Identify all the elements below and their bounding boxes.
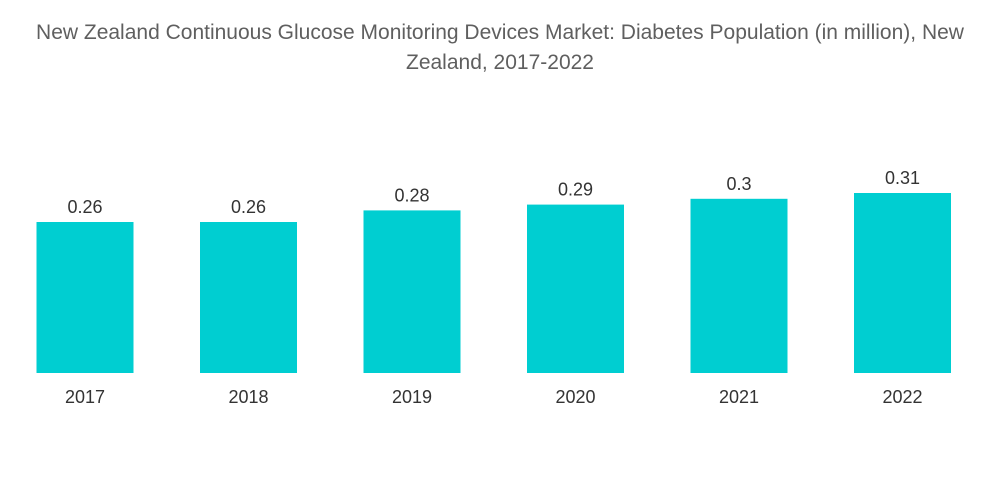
- bar-2021: [690, 198, 788, 373]
- bar-2022: [854, 193, 951, 373]
- data-label-2017: 0.26: [67, 197, 102, 217]
- bar-2019: [363, 210, 461, 373]
- x-tick-2018: 2018: [228, 387, 268, 407]
- data-label-2022: 0.31: [885, 168, 920, 188]
- bar-group: [36, 193, 951, 373]
- data-label-2019: 0.28: [394, 185, 429, 205]
- bar-2020: [527, 204, 624, 373]
- chart-title: New Zealand Continuous Glucose Monitorin…: [36, 21, 964, 74]
- x-tick-2020: 2020: [555, 387, 595, 407]
- x-axis-ticks: 2017 2018 2019 2020 2021 2022: [65, 387, 923, 407]
- data-label-2020: 0.29: [558, 180, 593, 200]
- data-label-group: 0.26 0.26 0.28 0.29 0.3 0.31: [67, 168, 920, 217]
- data-label-2018: 0.26: [231, 197, 266, 217]
- data-label-2021: 0.3: [726, 174, 751, 194]
- x-tick-2017: 2017: [65, 387, 105, 407]
- x-tick-2022: 2022: [882, 387, 922, 407]
- x-tick-2019: 2019: [392, 387, 432, 407]
- x-tick-2021: 2021: [719, 387, 759, 407]
- bar-2018: [200, 222, 297, 373]
- bar-2017: [36, 222, 134, 373]
